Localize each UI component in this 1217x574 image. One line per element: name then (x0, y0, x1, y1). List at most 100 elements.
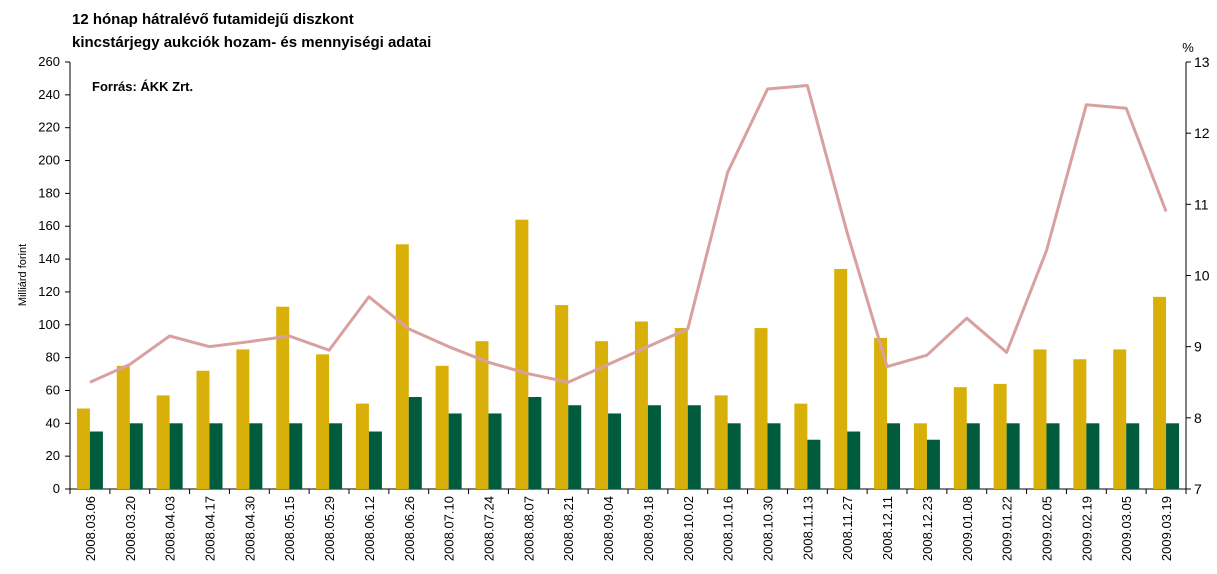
x-tick-label: 2009.01.22 (1000, 496, 1015, 561)
bar (767, 423, 781, 489)
x-tick-label: 2008.09.18 (641, 496, 656, 561)
bar (647, 405, 661, 489)
bar (89, 431, 103, 489)
bar (794, 403, 808, 489)
x-tick-label: 2009.02.05 (1040, 496, 1055, 561)
bar (687, 405, 701, 489)
y-tick-label: 40 (46, 415, 60, 430)
bar (1086, 423, 1100, 489)
line (89, 83, 1168, 384)
bar (156, 395, 170, 489)
bar (408, 397, 422, 489)
bar (674, 328, 688, 489)
bar (209, 423, 223, 489)
y-tick-label: 260 (38, 54, 60, 69)
bar (1166, 423, 1180, 489)
y-tick-label: 240 (38, 87, 60, 102)
x-tick-label: 2008.12.11 (880, 496, 895, 560)
bar (966, 423, 980, 489)
y-tick-label: 140 (38, 251, 60, 266)
x-tick-label: 2008.04.03 (163, 496, 178, 561)
x-tick-label: 2008.06.12 (362, 496, 377, 561)
bar (634, 321, 648, 489)
bar (913, 423, 927, 489)
y-axis-label: Milliárd forint (17, 244, 29, 306)
bar (488, 413, 502, 489)
y-tick-label: 60 (46, 382, 60, 397)
source-note: Forrás: ÁKK Zrt. (92, 79, 193, 94)
bar (727, 423, 741, 489)
y2-tick-label: 12 (1194, 125, 1210, 141)
x-tick-label: 2008.06.26 (402, 496, 417, 561)
bar (847, 431, 861, 489)
bar (807, 439, 821, 489)
bar (329, 423, 343, 489)
bar (368, 431, 382, 489)
y2-tick-label: 11 (1194, 196, 1209, 212)
x-tick-label: 2008.03.06 (83, 496, 98, 561)
bar (1113, 349, 1127, 489)
bar (435, 365, 449, 489)
bar (595, 341, 609, 489)
x-tick-label: 2008.05.29 (322, 496, 337, 561)
x-tick-label: 2008.10.16 (721, 496, 736, 561)
bar (169, 423, 183, 489)
bar (395, 244, 409, 489)
bar (1006, 423, 1020, 489)
bar (515, 219, 529, 489)
x-tick-label: 2009.01.08 (960, 496, 975, 561)
x-tick-label: 2008.04.30 (242, 496, 257, 561)
y-tick-label: 100 (38, 317, 60, 332)
x-tick-label: 2008.10.30 (761, 496, 776, 561)
bar (874, 337, 888, 489)
bar (953, 387, 967, 489)
x-tick-label: 2008.05.15 (282, 496, 297, 561)
bar (528, 397, 542, 489)
y-tick-label: 160 (38, 218, 60, 233)
x-tick-label: 2008.10.02 (681, 496, 696, 561)
bar (129, 423, 143, 489)
y-tick-label: 0 (53, 481, 60, 496)
y-tick-label: 180 (38, 185, 60, 200)
y-tick-label: 20 (46, 448, 60, 463)
chart-title: kincstárjegy aukciók hozam- és mennyiség… (72, 34, 431, 51)
bar (834, 268, 848, 489)
bar (1033, 349, 1047, 489)
chart-title: 12 hónap hátralévő futamidejű diszkont (72, 11, 354, 28)
x-tick-label: 2008.08.07 (521, 496, 536, 561)
bar (475, 341, 489, 489)
bar (887, 423, 901, 489)
x-tick-label: 2008.08.21 (561, 496, 576, 561)
y-tick-label: 220 (38, 120, 60, 135)
bar (196, 370, 210, 489)
x-tick-label: 2009.03.05 (1119, 496, 1134, 561)
x-tick-label: 2008.11.27 (840, 496, 855, 560)
x-tick-label: 2008.09.04 (601, 496, 616, 561)
bar (355, 403, 369, 489)
y2-tick-label: 9 (1194, 339, 1202, 355)
y-tick-label: 120 (38, 284, 60, 299)
bar (1153, 296, 1167, 489)
bar (1046, 423, 1060, 489)
bar (993, 383, 1007, 489)
y2-tick-label: 13 (1194, 54, 1210, 70)
bar (568, 405, 582, 489)
x-tick-label: 2008.04.17 (203, 496, 218, 561)
bar (289, 423, 303, 489)
y2-tick-label: 8 (1194, 410, 1202, 426)
y2-tick-label: 10 (1194, 268, 1210, 284)
bar (1073, 359, 1087, 489)
bar (608, 413, 622, 489)
y2-axis-label: % (1182, 40, 1194, 55)
x-tick-label: 2008.07.24 (482, 496, 497, 561)
bar (754, 328, 768, 489)
bar (249, 423, 263, 489)
bar (116, 365, 130, 489)
x-tick-label: 2008.03.20 (123, 496, 138, 561)
x-tick-label: 2008.12.23 (920, 496, 935, 561)
bar (316, 354, 330, 489)
bar (276, 306, 290, 489)
bar (714, 395, 728, 489)
bar (1126, 423, 1140, 489)
bar (236, 349, 250, 489)
